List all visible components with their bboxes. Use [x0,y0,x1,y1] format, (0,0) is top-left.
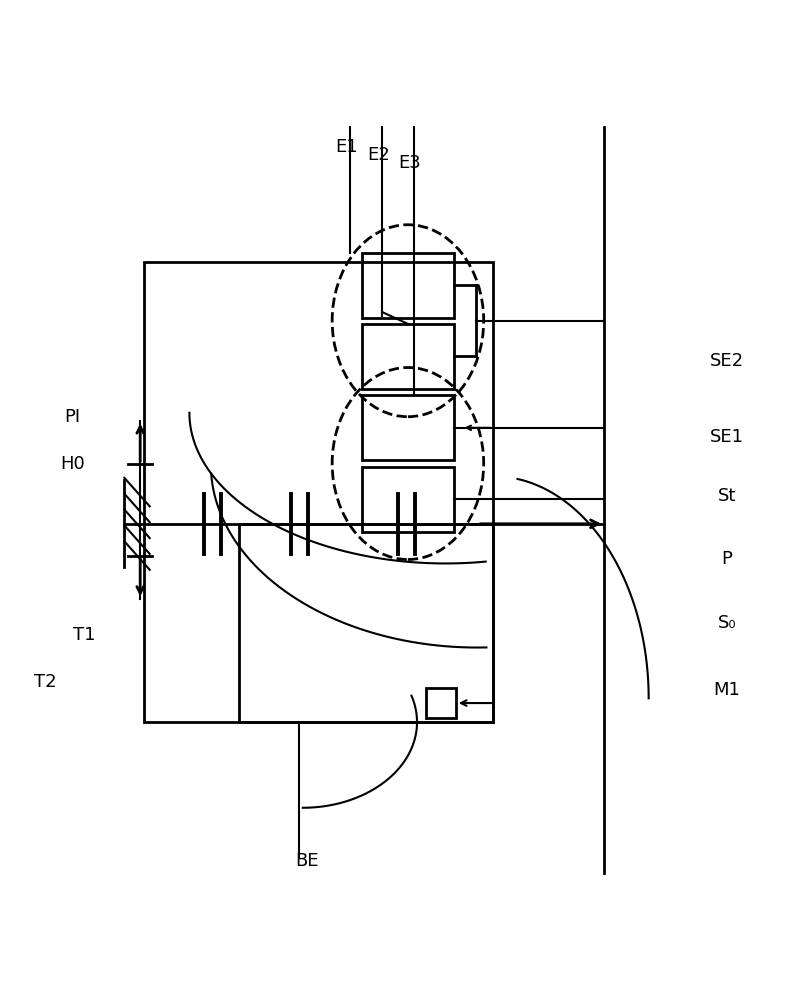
Text: SE2: SE2 [710,352,744,370]
Text: E1: E1 [335,138,357,156]
Text: P: P [722,550,732,568]
Bar [362,324,454,389]
Bar [362,395,454,460]
Text: PI: PI [64,408,81,426]
Text: T2: T2 [33,673,57,691]
Bar [144,262,494,722]
Text: E2: E2 [367,146,389,164]
Text: SE1: SE1 [710,428,744,446]
Bar [426,688,456,718]
Bar [362,467,454,532]
Text: BE: BE [295,852,318,870]
Text: H0: H0 [60,455,85,473]
Text: T1: T1 [73,626,96,644]
Text: S₀: S₀ [718,614,736,632]
Text: E3: E3 [399,154,421,172]
Text: M1: M1 [714,681,740,699]
Bar [362,253,454,318]
Text: St: St [718,487,736,505]
Bar [240,524,494,722]
